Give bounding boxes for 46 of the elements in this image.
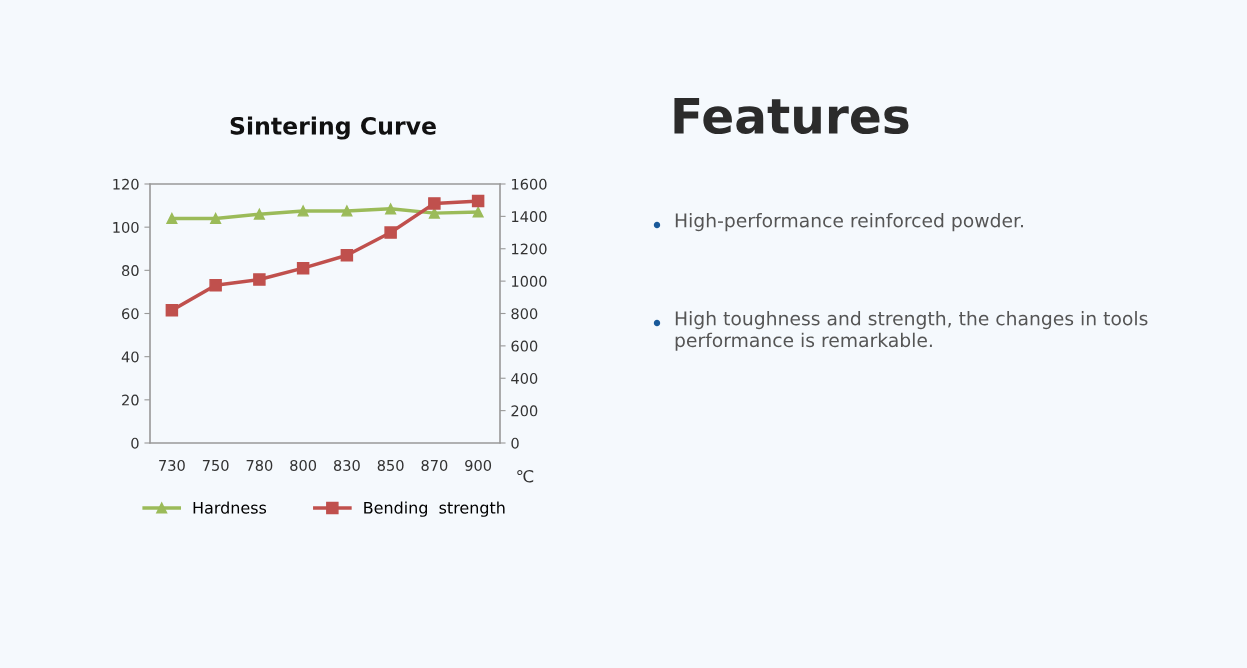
text: High-performance reinforced powder. — [675, 213, 1023, 232]
y2-tick-label: 200 — [511, 405, 538, 417]
point — [472, 206, 484, 218]
x-tick-label: 800 — [290, 459, 317, 471]
point — [341, 205, 353, 217]
y2-tick-label: 1600 — [512, 178, 547, 190]
legend-label: Hardness — [193, 501, 267, 514]
y-tick-label: 60 — [122, 308, 139, 320]
y-tick-label: 0 — [131, 437, 139, 449]
legend-label: Bending strength — [364, 501, 505, 517]
x-axis-title: ℃ — [517, 469, 534, 483]
point — [253, 273, 266, 286]
y2-tick-label: 0 — [511, 437, 519, 449]
y2-tick-label: 1000 — [512, 275, 547, 287]
x-tick-label: 900 — [465, 459, 492, 471]
x-tick-label: 780 — [246, 459, 273, 471]
y2-tick-label: 1200 — [512, 243, 547, 255]
point — [210, 212, 222, 225]
x-tick-label: 870 — [421, 459, 448, 471]
chart-title: Sintering Curve — [230, 116, 436, 140]
y-tick-label: 100 — [113, 221, 139, 233]
point — [340, 248, 354, 262]
point — [166, 212, 178, 225]
point — [165, 304, 179, 317]
y2-tick-label: 800 — [511, 308, 538, 320]
point — [297, 205, 309, 217]
y-tick-label: 20 — [122, 394, 139, 406]
x-tick-label: 850 — [377, 459, 404, 471]
point — [253, 208, 265, 220]
y-tick-label: 120 — [113, 178, 139, 190]
x-tick-label: 730 — [159, 459, 185, 471]
point — [471, 194, 485, 208]
y-tick-label: 40 — [121, 351, 139, 363]
text: Features — [674, 97, 909, 135]
y2-tick-label: 600 — [511, 340, 538, 352]
point — [385, 203, 397, 215]
text: High toughness and strength, the changes in tools performance is remarkable. — [675, 311, 1148, 351]
point — [428, 197, 441, 210]
x-tick-label: 750 — [202, 459, 229, 471]
y-tick-label: 80 — [122, 265, 139, 277]
point — [384, 226, 397, 239]
point — [296, 261, 310, 275]
x-tick-label: 830 — [333, 459, 360, 471]
y2-tick-label: 1400 — [512, 211, 547, 223]
point — [209, 278, 222, 292]
y2-tick-label: 400 — [511, 372, 538, 384]
